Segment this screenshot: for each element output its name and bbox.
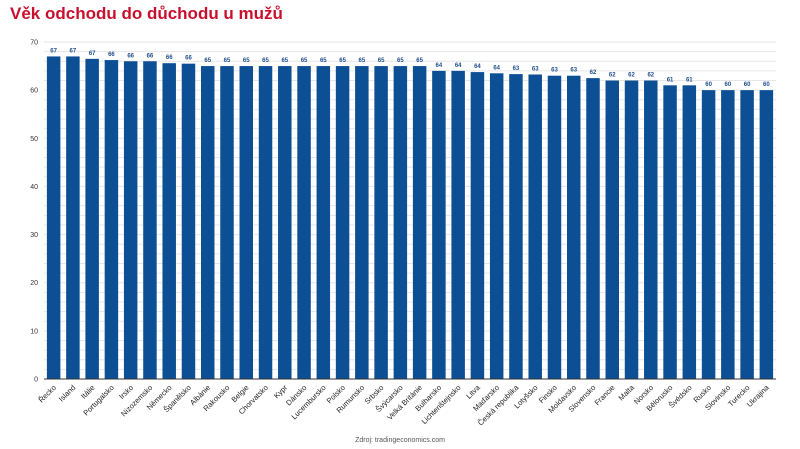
data-label: 62 xyxy=(590,70,597,76)
data-label: 60 xyxy=(705,82,712,88)
chart-title: Věk odchodu do důchodu u mužů xyxy=(10,4,283,23)
data-label: 65 xyxy=(320,58,327,64)
data-label: 65 xyxy=(397,58,404,64)
bar xyxy=(432,70,446,379)
bar xyxy=(162,63,176,379)
data-label: 63 xyxy=(532,66,539,72)
bar xyxy=(46,56,61,379)
data-label: 65 xyxy=(378,58,385,64)
data-label: 64 xyxy=(493,65,500,71)
bar xyxy=(355,66,369,380)
bar xyxy=(547,75,562,379)
bar xyxy=(644,80,658,379)
bar xyxy=(489,73,504,380)
y-tick-label: 10 xyxy=(30,328,38,335)
data-label: 65 xyxy=(301,58,308,64)
bar xyxy=(220,66,234,380)
bar xyxy=(682,85,697,379)
x-tick-label: Island xyxy=(57,383,78,404)
data-label: 64 xyxy=(474,64,481,70)
data-label: 66 xyxy=(185,56,192,62)
bar xyxy=(509,74,523,380)
bar xyxy=(451,70,465,379)
source-note: Zdroj: tradingeconomics.com xyxy=(355,437,445,444)
data-label: 63 xyxy=(513,66,520,72)
data-label: 65 xyxy=(262,58,269,64)
bar xyxy=(393,66,408,380)
bar xyxy=(624,80,639,379)
data-label: 64 xyxy=(436,63,443,69)
data-label: 66 xyxy=(147,53,154,59)
data-label: 62 xyxy=(628,73,635,79)
bar xyxy=(143,61,157,379)
bar xyxy=(528,74,542,379)
data-label: 61 xyxy=(686,77,693,83)
data-label: 65 xyxy=(224,58,231,64)
data-label: 65 xyxy=(243,58,250,64)
bar xyxy=(316,66,331,380)
data-label: 66 xyxy=(108,52,115,58)
x-tick-label: Řecko xyxy=(37,383,58,404)
bar xyxy=(123,61,138,379)
data-label: 60 xyxy=(744,82,751,88)
data-label: 65 xyxy=(204,58,211,64)
bar xyxy=(85,58,99,379)
bar xyxy=(181,63,196,380)
bar xyxy=(566,75,581,379)
data-label: 65 xyxy=(358,58,365,64)
data-label: 64 xyxy=(455,63,462,69)
bar xyxy=(104,60,119,380)
y-tick-label: 0 xyxy=(34,377,38,384)
bar xyxy=(663,85,677,379)
y-tick-label: 20 xyxy=(30,280,38,287)
data-label: 67 xyxy=(50,48,57,54)
y-tick-label: 50 xyxy=(30,136,38,143)
data-label: 66 xyxy=(166,55,173,61)
y-tick-label: 70 xyxy=(30,40,38,47)
data-label: 65 xyxy=(416,58,423,64)
y-axis-ticks: 0 10 20 30 40 50 60 70 xyxy=(30,40,38,384)
data-label: 65 xyxy=(281,58,288,64)
bar xyxy=(200,66,215,380)
bar xyxy=(258,66,273,380)
x-tick-label: Ukrajina xyxy=(745,382,771,408)
bar xyxy=(759,90,774,380)
data-label: 67 xyxy=(89,51,96,57)
data-label: 65 xyxy=(339,58,346,64)
bar xyxy=(412,66,427,380)
bar xyxy=(278,66,292,380)
bar xyxy=(721,90,735,380)
data-label: 60 xyxy=(763,82,770,88)
data-label: 67 xyxy=(70,48,77,54)
bar xyxy=(740,90,754,380)
bar xyxy=(586,78,600,379)
bar xyxy=(605,80,620,379)
y-tick-label: 40 xyxy=(30,184,38,191)
x-tick-label: Francie xyxy=(593,383,617,407)
bars xyxy=(46,56,774,380)
bar xyxy=(470,72,485,379)
bar xyxy=(335,66,350,380)
bar xyxy=(701,90,716,380)
data-labels: 67 67 67 66 66 66 66 66 65 65 65 65 65 65 65 65 65 65 65 65… xyxy=(50,48,770,88)
data-label: 66 xyxy=(127,53,134,59)
data-label: 62 xyxy=(609,73,616,79)
bar xyxy=(374,66,388,380)
bar xyxy=(66,56,80,379)
data-label: 60 xyxy=(724,82,731,88)
bar xyxy=(297,66,311,380)
y-tick-label: 30 xyxy=(30,232,38,239)
data-label: 62 xyxy=(647,73,654,79)
data-label: 63 xyxy=(570,68,577,74)
y-tick-label: 60 xyxy=(30,88,38,95)
bar xyxy=(239,66,254,380)
data-label: 63 xyxy=(551,68,558,74)
data-label: 61 xyxy=(667,77,674,83)
